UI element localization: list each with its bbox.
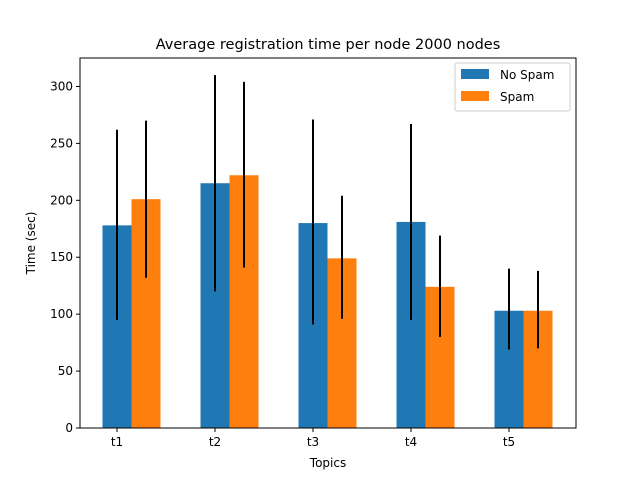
y-tick-label: 50	[58, 364, 73, 378]
legend-label-no-spam: No Spam	[500, 68, 554, 82]
y-tick-label: 100	[50, 307, 73, 321]
legend-label-spam: Spam	[500, 90, 534, 104]
x-tick-label: t5	[503, 435, 515, 449]
x-tick-label: t3	[307, 435, 319, 449]
y-axis: 0 50 100 150 200 250 300	[50, 79, 80, 435]
legend-swatch-spam	[461, 91, 489, 101]
y-tick-label: 150	[50, 250, 73, 264]
bars-layer	[102, 175, 553, 428]
x-axis: t1 t2 t3 t4 t5	[111, 428, 515, 449]
legend: No Spam Spam	[454, 62, 571, 112]
y-tick-label: 250	[50, 136, 73, 150]
x-tick-label: t2	[209, 435, 221, 449]
y-axis-label: Time (sec)	[24, 212, 38, 276]
y-tick-label: 300	[50, 79, 73, 93]
x-tick-label: t1	[111, 435, 123, 449]
x-tick-label: t4	[405, 435, 417, 449]
plot-frame	[79, 57, 577, 429]
error-bars-layer	[116, 75, 539, 350]
x-axis-label: Topics	[309, 456, 346, 470]
chart-title: Average registration time per node 2000 …	[156, 37, 501, 53]
legend-swatch-no-spam	[461, 69, 489, 79]
y-tick-label: 0	[65, 421, 73, 435]
y-tick-label: 200	[50, 193, 73, 207]
